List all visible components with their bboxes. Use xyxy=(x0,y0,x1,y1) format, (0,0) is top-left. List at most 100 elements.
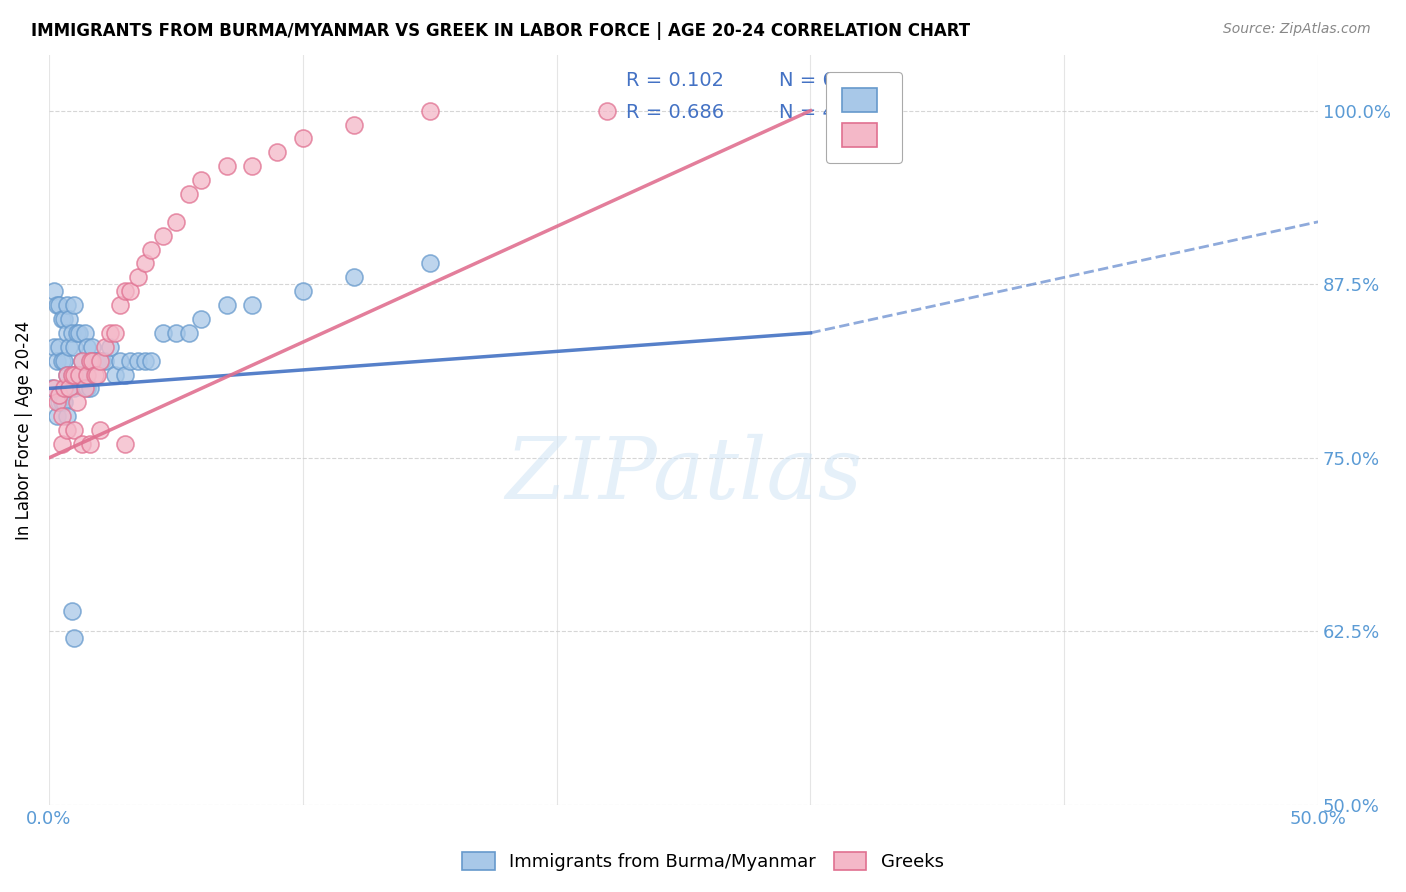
Point xyxy=(419,103,441,118)
Point xyxy=(70,437,93,451)
Point xyxy=(91,353,114,368)
Y-axis label: In Labor Force | Age 20-24: In Labor Force | Age 20-24 xyxy=(15,320,32,540)
Point xyxy=(215,298,238,312)
Point xyxy=(240,298,263,312)
Point xyxy=(55,326,77,340)
Text: N = 46: N = 46 xyxy=(779,103,846,122)
Point xyxy=(66,326,89,340)
Point xyxy=(63,368,86,382)
Point xyxy=(98,340,121,354)
Point xyxy=(76,368,98,382)
Point xyxy=(42,340,65,354)
Point xyxy=(73,381,96,395)
Point xyxy=(51,395,73,409)
Point xyxy=(67,368,90,382)
Point xyxy=(114,368,136,382)
Point xyxy=(83,368,105,382)
Point xyxy=(190,312,212,326)
Point xyxy=(89,353,111,368)
Point xyxy=(53,353,76,368)
Point xyxy=(266,145,288,160)
Point xyxy=(48,298,70,312)
Point xyxy=(342,118,364,132)
Point xyxy=(70,353,93,368)
Point xyxy=(342,270,364,285)
Point xyxy=(42,381,65,395)
Point xyxy=(114,284,136,298)
Point xyxy=(51,312,73,326)
Legend: , : , xyxy=(827,72,903,162)
Point xyxy=(45,298,67,312)
Text: N = 62: N = 62 xyxy=(779,71,846,90)
Point xyxy=(42,284,65,298)
Point xyxy=(66,368,89,382)
Point xyxy=(45,409,67,424)
Point xyxy=(177,187,200,202)
Point xyxy=(82,340,104,354)
Point xyxy=(139,353,162,368)
Point xyxy=(45,353,67,368)
Point xyxy=(596,103,619,118)
Point xyxy=(60,368,83,382)
Point xyxy=(63,298,86,312)
Point xyxy=(58,381,80,395)
Point xyxy=(67,368,90,382)
Point xyxy=(55,409,77,424)
Point xyxy=(66,395,89,409)
Point xyxy=(58,312,80,326)
Point xyxy=(41,381,63,395)
Point xyxy=(63,423,86,437)
Point xyxy=(63,381,86,395)
Text: Source: ZipAtlas.com: Source: ZipAtlas.com xyxy=(1223,22,1371,37)
Point xyxy=(63,632,86,646)
Point xyxy=(108,353,131,368)
Point xyxy=(79,381,101,395)
Point xyxy=(55,368,77,382)
Point xyxy=(291,284,314,298)
Point xyxy=(94,340,117,354)
Point xyxy=(104,326,127,340)
Point xyxy=(152,228,174,243)
Point xyxy=(152,326,174,340)
Point xyxy=(94,353,117,368)
Point xyxy=(291,131,314,145)
Text: IMMIGRANTS FROM BURMA/MYANMAR VS GREEK IN LABOR FORCE | AGE 20-24 CORRELATION CH: IMMIGRANTS FROM BURMA/MYANMAR VS GREEK I… xyxy=(31,22,970,40)
Point xyxy=(98,326,121,340)
Point xyxy=(165,326,187,340)
Point xyxy=(63,340,86,354)
Point xyxy=(48,340,70,354)
Point xyxy=(127,353,149,368)
Point xyxy=(60,368,83,382)
Point xyxy=(82,353,104,368)
Point xyxy=(67,326,90,340)
Text: ZIPatlas: ZIPatlas xyxy=(505,434,862,516)
Point xyxy=(79,353,101,368)
Point xyxy=(55,298,77,312)
Point xyxy=(104,368,127,382)
Point xyxy=(127,270,149,285)
Point xyxy=(55,423,77,437)
Point xyxy=(79,353,101,368)
Point xyxy=(58,381,80,395)
Point xyxy=(134,256,156,270)
Point xyxy=(48,388,70,402)
Point xyxy=(120,284,142,298)
Point xyxy=(45,395,67,409)
Point xyxy=(51,437,73,451)
Point xyxy=(79,437,101,451)
Point xyxy=(86,353,108,368)
Point xyxy=(240,159,263,173)
Point xyxy=(51,409,73,424)
Point xyxy=(53,395,76,409)
Point xyxy=(165,215,187,229)
Point xyxy=(76,340,98,354)
Point xyxy=(70,353,93,368)
Point xyxy=(73,326,96,340)
Point xyxy=(48,395,70,409)
Legend: Immigrants from Burma/Myanmar, Greeks: Immigrants from Burma/Myanmar, Greeks xyxy=(456,845,950,879)
Point xyxy=(53,381,76,395)
Text: R = 0.102: R = 0.102 xyxy=(627,71,724,90)
Point xyxy=(86,368,108,382)
Point xyxy=(60,604,83,618)
Point xyxy=(190,173,212,187)
